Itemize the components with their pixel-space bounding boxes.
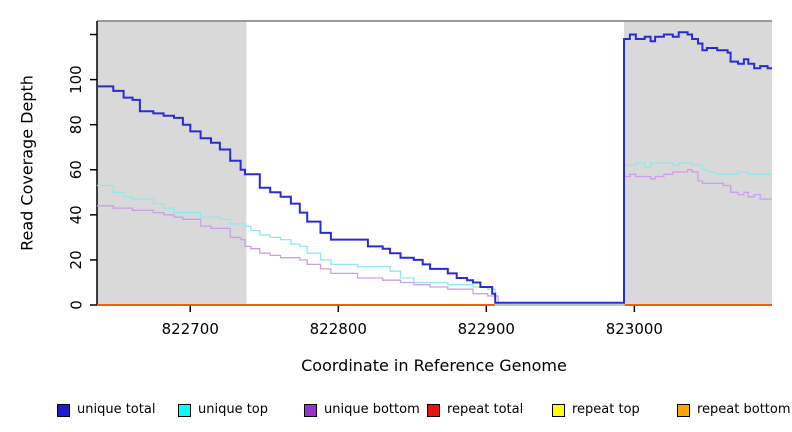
y-axis-title: Read Coverage Depth xyxy=(17,75,37,251)
shaded-region xyxy=(97,21,247,305)
series-unique-total xyxy=(97,31,772,304)
legend-label: repeat bottom xyxy=(697,402,791,417)
y-tick-label: 60 xyxy=(67,160,85,179)
legend-item-unique-bottom: unique bottom xyxy=(304,399,420,421)
x-tick-label: 822900 xyxy=(458,320,515,338)
y-tick-label: 0 xyxy=(67,300,85,310)
legend-swatch-unique-total xyxy=(57,403,70,417)
series-unique-bottom xyxy=(97,169,772,306)
x-tick-label: 822800 xyxy=(310,320,367,338)
legend-label: unique top xyxy=(198,402,269,417)
legend-swatch-repeat-bottom xyxy=(677,403,690,417)
legend-label: unique bottom xyxy=(324,402,420,417)
y-tick-label: 40 xyxy=(67,205,85,224)
shaded-region xyxy=(623,21,772,305)
y-tick-label: 20 xyxy=(67,250,85,269)
x-tick-label: 822700 xyxy=(162,320,219,338)
y-tick-label: 80 xyxy=(67,115,85,134)
y-tick-label: 100 xyxy=(67,65,85,94)
legend-swatch-unique-top xyxy=(178,403,191,417)
legend-swatch-unique-bottom xyxy=(304,403,317,417)
legend-item-repeat-total: repeat total xyxy=(427,399,523,421)
legend-item-repeat-bottom: repeat bottom xyxy=(677,399,791,421)
x-tick-label: 823000 xyxy=(606,320,663,338)
legend-item-unique-total: unique total xyxy=(57,399,155,421)
legend-item-repeat-top: repeat top xyxy=(552,399,640,421)
legend-label: repeat top xyxy=(572,402,640,417)
legend-swatch-repeat-total xyxy=(427,403,440,417)
legend-item-unique-top: unique top xyxy=(178,399,268,421)
x-axis-title: Coordinate in Reference Genome xyxy=(301,356,567,375)
legend-label: repeat total xyxy=(447,402,524,417)
legend-label: unique total xyxy=(77,402,156,417)
series-unique-top xyxy=(97,162,772,306)
legend-swatch-repeat-top xyxy=(552,403,565,417)
legend: unique total unique top unique bottom repea… xyxy=(0,399,792,421)
